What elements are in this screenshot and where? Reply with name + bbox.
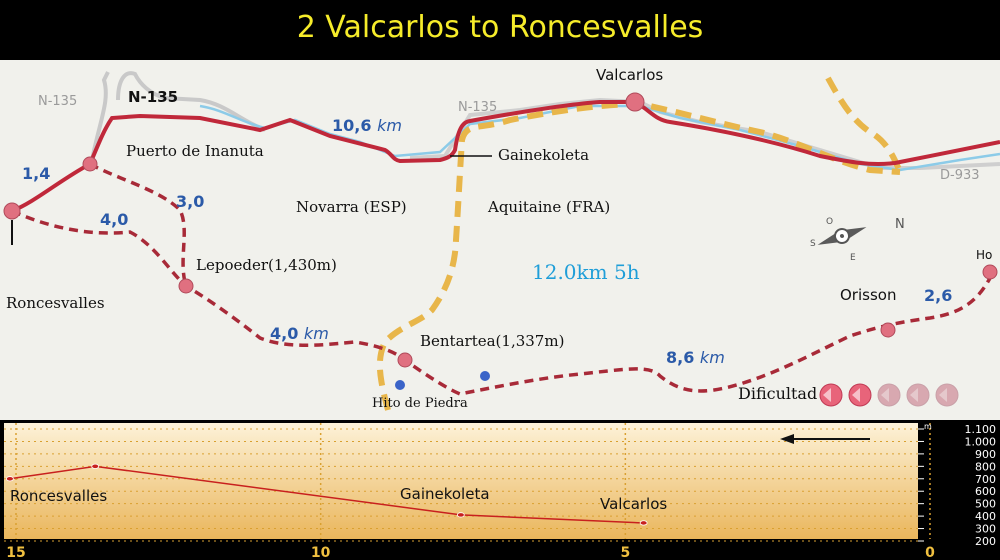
road-label-n135-mid: N-135 bbox=[458, 100, 498, 115]
direction-arrow-head bbox=[780, 434, 794, 444]
compass-n: N bbox=[895, 217, 905, 232]
place-orisson: Orisson bbox=[840, 286, 897, 304]
distance-4-0-b: 4,0 km bbox=[270, 324, 329, 343]
place-valcarlos: Valcarlos bbox=[596, 66, 664, 84]
profile-y-tick: 200 bbox=[975, 535, 996, 548]
profile-y-tick: 400 bbox=[975, 510, 996, 523]
waypoint-orisson bbox=[880, 322, 896, 338]
compass-icon bbox=[817, 227, 867, 245]
distance-road-unit: km bbox=[377, 116, 402, 135]
distance-8-6-value: 8,6 bbox=[666, 348, 695, 367]
distance-4-0-a: 4,0 bbox=[100, 210, 129, 229]
difficulty-dot-shine bbox=[881, 388, 889, 402]
distance-8-6: 8,6 km bbox=[666, 348, 725, 367]
elevation-point bbox=[6, 476, 14, 482]
profile-y-tick: 500 bbox=[975, 498, 996, 511]
gray-road-left bbox=[90, 71, 110, 161]
difficulty-dot-shine bbox=[823, 388, 831, 402]
compass-o: O bbox=[826, 217, 833, 227]
profile-y-tick: 800 bbox=[975, 460, 996, 473]
map-drawing: N O S E bbox=[3, 71, 1000, 411]
distance-8-6-unit: km bbox=[699, 348, 725, 367]
page-title: 2 Valcarlos to Roncesvalles bbox=[296, 10, 704, 45]
difficulty-dot-shine bbox=[939, 388, 947, 402]
compass-s: S bbox=[810, 239, 816, 249]
distance-2-6: 2,6 bbox=[924, 286, 953, 305]
elevation-line bbox=[9, 465, 644, 524]
route-map: N O S E N-135 N-135 N-135 D-933 Valcarlo… bbox=[0, 60, 1000, 420]
road-n135 bbox=[11, 100, 1000, 213]
place-hito: Hito de Piedra bbox=[372, 396, 468, 411]
distance-4-0-b-unit: km bbox=[303, 324, 329, 343]
place-bentartea: Bentartea(1,337m) bbox=[420, 332, 565, 350]
profile-y-tick: 900 bbox=[975, 448, 996, 461]
elevation-point bbox=[91, 463, 100, 469]
profile-y-tick: 300 bbox=[975, 523, 996, 536]
difficulty-rating bbox=[819, 383, 959, 407]
profile-y-tick: 1.000 bbox=[965, 435, 997, 448]
place-aquitaine: Aquitaine (FRA) bbox=[488, 198, 611, 216]
waypoint-lepoeder bbox=[178, 278, 194, 294]
profile-y-unit: m bbox=[924, 422, 932, 431]
profile-x-tick: 5 bbox=[620, 545, 630, 560]
difficulty-dot-shine bbox=[910, 388, 918, 402]
route-summary: 12.0km 5h bbox=[532, 260, 640, 284]
waypoint-bentartea bbox=[397, 352, 413, 368]
chart-plot-area bbox=[4, 423, 918, 539]
road-label-n135-bold: N-135 bbox=[128, 88, 179, 106]
difficulty-label: Dificultad bbox=[738, 384, 818, 403]
trail-yellow-north bbox=[825, 76, 903, 174]
blue-marker-2 bbox=[480, 371, 490, 381]
profile-y-tick: 700 bbox=[975, 473, 996, 486]
profile-x-tick: 10 bbox=[311, 545, 331, 560]
blue-marker-1 bbox=[395, 380, 405, 390]
distance-3-0: 3,0 bbox=[176, 192, 205, 211]
distance-road: 10,6 km bbox=[332, 116, 402, 135]
distance-4-0-b-value: 4,0 bbox=[270, 324, 299, 343]
profile-y-tick: 600 bbox=[975, 485, 996, 498]
elevation-chart: Roncesvalles Gainekoleta Valcarlos 15 10 5 0 1… bbox=[0, 421, 1000, 560]
elevation-point bbox=[456, 512, 465, 518]
waypoint-roncesvalles bbox=[3, 202, 21, 220]
title-bar: 2 Valcarlos to Roncesvalles bbox=[0, 0, 1000, 60]
distance-road-value: 10,6 bbox=[332, 116, 372, 135]
profile-x-tick: 0 bbox=[925, 545, 935, 560]
elevation-profile: Roncesvalles Gainekoleta Valcarlos 15 10 5 0 1… bbox=[0, 421, 1000, 560]
place-ho: Ho bbox=[976, 248, 993, 262]
place-puerto: Puerto de Inanuta bbox=[126, 142, 264, 160]
waypoint-ho bbox=[982, 264, 998, 280]
profile-y-tick: 1.100 bbox=[965, 423, 997, 436]
waypoint-puerto bbox=[82, 156, 98, 172]
elevation-point-label: Gainekoleta bbox=[400, 485, 490, 503]
compass-e: E bbox=[850, 253, 856, 263]
gray-road-north bbox=[116, 71, 266, 132]
place-roncesvalles: Roncesvalles bbox=[6, 294, 105, 312]
road-label-n135-left: N-135 bbox=[38, 94, 78, 109]
elevation-point-label: Roncesvalles bbox=[10, 487, 107, 505]
trail-yellow-main bbox=[376, 100, 901, 411]
profile-x-tick: 15 bbox=[6, 545, 25, 560]
waypoint-valcarlos bbox=[625, 92, 645, 112]
distance-1-4: 1,4 bbox=[22, 164, 51, 183]
elevation-point bbox=[639, 520, 648, 526]
place-gainekoleta: Gainekoleta bbox=[498, 146, 590, 164]
elevation-point-label: Valcarlos bbox=[600, 495, 667, 513]
place-novarra: Novarra (ESP) bbox=[296, 198, 407, 216]
difficulty-dot-shine bbox=[852, 388, 860, 402]
road-label-d933: D-933 bbox=[940, 168, 980, 183]
trail-red-lepoeder bbox=[89, 162, 188, 287]
place-lepoeder: Lepoeder(1,430m) bbox=[196, 256, 337, 274]
